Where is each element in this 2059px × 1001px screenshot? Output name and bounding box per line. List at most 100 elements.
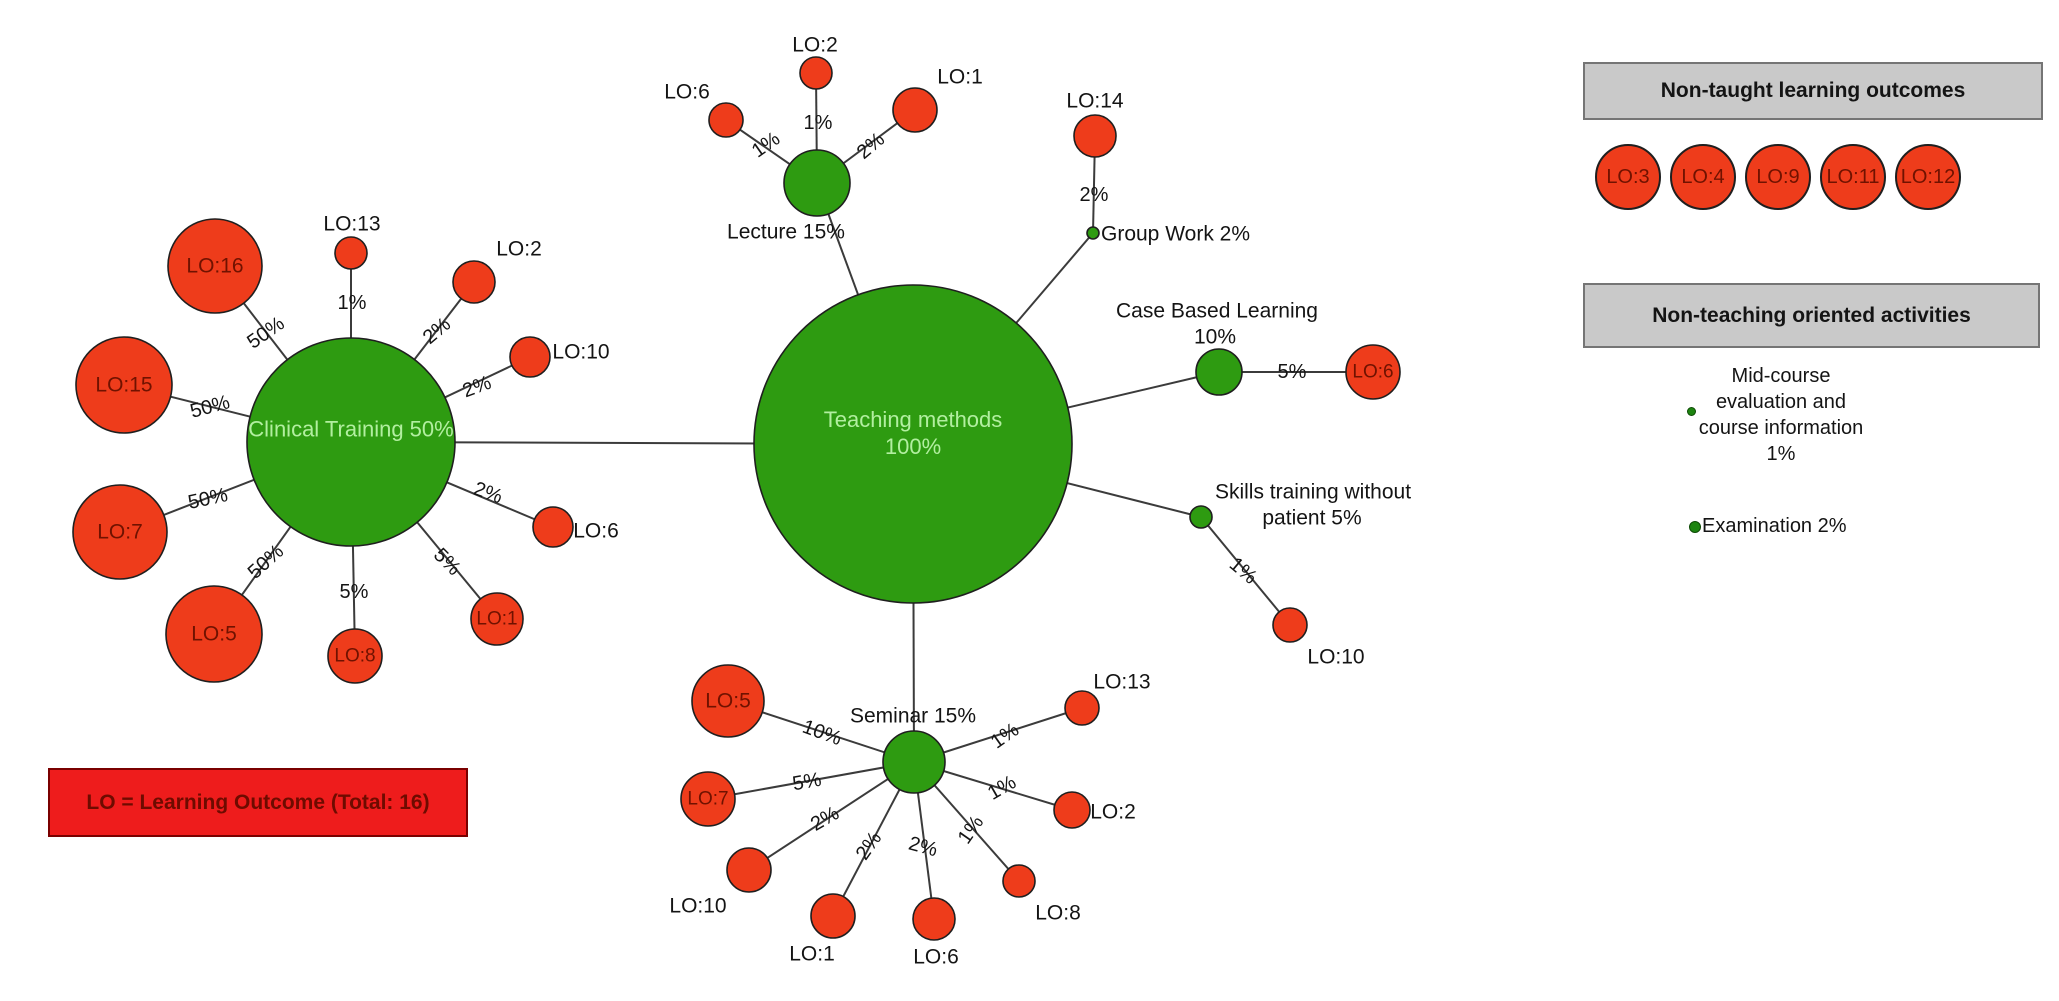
edge-line [748, 761, 915, 871]
node-label: LO:8 [1035, 902, 1081, 925]
node-label: LO:13 [1093, 671, 1150, 694]
pct-label: 2% [807, 802, 843, 836]
hub-label-seminar: Seminar 15% [850, 705, 976, 728]
pct-label: 1% [338, 292, 367, 314]
pct-label: 1% [984, 771, 1020, 805]
node-label: LO:10 [669, 895, 726, 918]
midcourse-line: course information [1698, 417, 1864, 439]
hub-circle-cbl [1195, 348, 1243, 396]
node-circle [1272, 607, 1308, 643]
node-circle [708, 102, 744, 138]
pct-label: 1% [954, 812, 989, 848]
node-label: LO:15 [95, 374, 152, 397]
pct-label: 2% [1080, 184, 1109, 206]
hub-label-skills: Skills training without [1215, 481, 1411, 504]
node-circle [75, 336, 173, 434]
node-label: LO:6 [913, 946, 959, 969]
node-label: LO:1 [937, 66, 983, 89]
pct-label: 2% [419, 313, 455, 349]
node-circle [327, 628, 383, 684]
node-circle [726, 847, 772, 893]
node-label: LO:1 [789, 943, 835, 966]
node-circle [532, 506, 574, 548]
midcourse-line: 1% [1766, 443, 1796, 465]
node-circle [799, 56, 833, 90]
legend-box: LO = Learning Outcome (Total: 16) [48, 768, 468, 837]
node-circle [892, 87, 938, 133]
node-circle [1064, 690, 1100, 726]
non-taught-header: Non-taught learning outcomes [1583, 62, 2043, 120]
non-teaching-header: Non-teaching oriented activities [1583, 283, 2040, 348]
node-circle [470, 592, 524, 646]
hub-label-cbl: Case Based Learning [1116, 300, 1318, 323]
non-taught-header-label: Non-taught learning outcomes [1660, 79, 1966, 102]
node-circle [72, 484, 168, 580]
node-circle [167, 218, 263, 314]
node-circle [912, 897, 956, 941]
node-label: LO:2 [496, 238, 542, 261]
hub-label-skills: patient 5% [1262, 507, 1361, 530]
midcourse-line: evaluation and [1715, 391, 1847, 413]
non-taught-circle: LO:4 [1670, 144, 1736, 210]
node-circle [691, 664, 765, 738]
pct-label: 10% [799, 716, 844, 750]
pct-label: 50% [244, 540, 289, 583]
midcourse-line: Mid-course [1731, 365, 1831, 387]
non-taught-circles-row: LO:3 LO:4 LO:9 LO:11 LO:12 [1595, 144, 1961, 210]
non-taught-circle: LO:3 [1595, 144, 1661, 210]
node-label: LO:13 [323, 213, 380, 236]
pct-label: 2% [852, 828, 887, 864]
node-label: LO:16 [186, 255, 243, 278]
legend-box-label: LO = Learning Outcome (Total: 16) [86, 790, 430, 814]
node-circle [1053, 791, 1091, 829]
pct-label: 5% [791, 769, 824, 796]
node-circle [452, 260, 496, 304]
pct-label: 1% [804, 112, 833, 134]
node-label: LO:6 [573, 520, 619, 543]
node-circle [680, 771, 736, 827]
pct-label: 5% [340, 581, 369, 603]
hub-circle-lecture [783, 149, 851, 217]
node-label: LO:6 [1352, 362, 1393, 383]
node-label: LO:14 [1066, 90, 1124, 113]
hub-label-teaching: Teaching methods [824, 407, 1003, 432]
examination-item: Examination 2% [1702, 515, 1847, 537]
node-circle [334, 236, 368, 270]
midcourse-item: Mid-course evaluation and course informa… [1690, 363, 1872, 467]
node-circle [1002, 864, 1036, 898]
node-label: LO:6 [664, 81, 710, 104]
node-circle [509, 336, 551, 378]
non-taught-circle: LO:11 [1820, 144, 1886, 210]
pct-label: 5% [1278, 361, 1307, 383]
hub-circle-seminar [882, 730, 946, 794]
edge-line [707, 761, 915, 800]
pct-label: 50% [188, 391, 233, 423]
node-circle [165, 585, 263, 683]
node-label: LO:10 [552, 341, 609, 364]
hub-label-groupwork: Group Work 2% [1101, 223, 1250, 246]
node-circle [1073, 114, 1117, 158]
node-label: LO:10 [1307, 646, 1364, 669]
hub-circle-teaching [753, 284, 1073, 604]
hub-circle-skills [1189, 505, 1213, 529]
pct-label: 50% [186, 484, 230, 514]
hub-label-teaching: 100% [885, 434, 941, 459]
node-label: LO:2 [792, 34, 838, 57]
node-label: LO:7 [97, 521, 143, 544]
non-taught-circle: LO:9 [1745, 144, 1811, 210]
hub-circle-groupwork [1086, 226, 1100, 240]
midcourse-bullet-dot-icon [1687, 407, 1696, 416]
node-label: LO:1 [476, 609, 517, 630]
node-label: LO:5 [191, 623, 237, 646]
node-circle [810, 893, 856, 939]
examination-bullet-dot-icon [1689, 521, 1701, 533]
pct-label: 2% [906, 833, 940, 862]
hub-label-lecture: Lecture 15% [727, 221, 845, 244]
hub-label-clinical: Clinical Training 50% [248, 417, 453, 442]
node-label: LO:7 [687, 789, 728, 810]
non-teaching-header-label: Non-teaching oriented activities [1652, 303, 1971, 327]
pct-label: 50% [243, 312, 289, 353]
pct-label: 1% [987, 719, 1023, 754]
